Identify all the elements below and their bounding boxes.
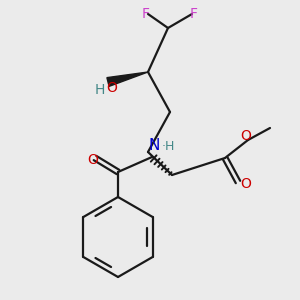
Text: F: F <box>142 7 150 21</box>
Text: O: O <box>241 177 251 191</box>
Polygon shape <box>107 72 148 86</box>
Text: F: F <box>190 7 198 21</box>
Text: O: O <box>106 81 117 95</box>
Text: O: O <box>241 129 251 143</box>
Text: N: N <box>148 137 160 152</box>
Text: H: H <box>95 83 105 97</box>
Text: O: O <box>88 153 98 167</box>
Text: ·H: ·H <box>161 140 175 154</box>
